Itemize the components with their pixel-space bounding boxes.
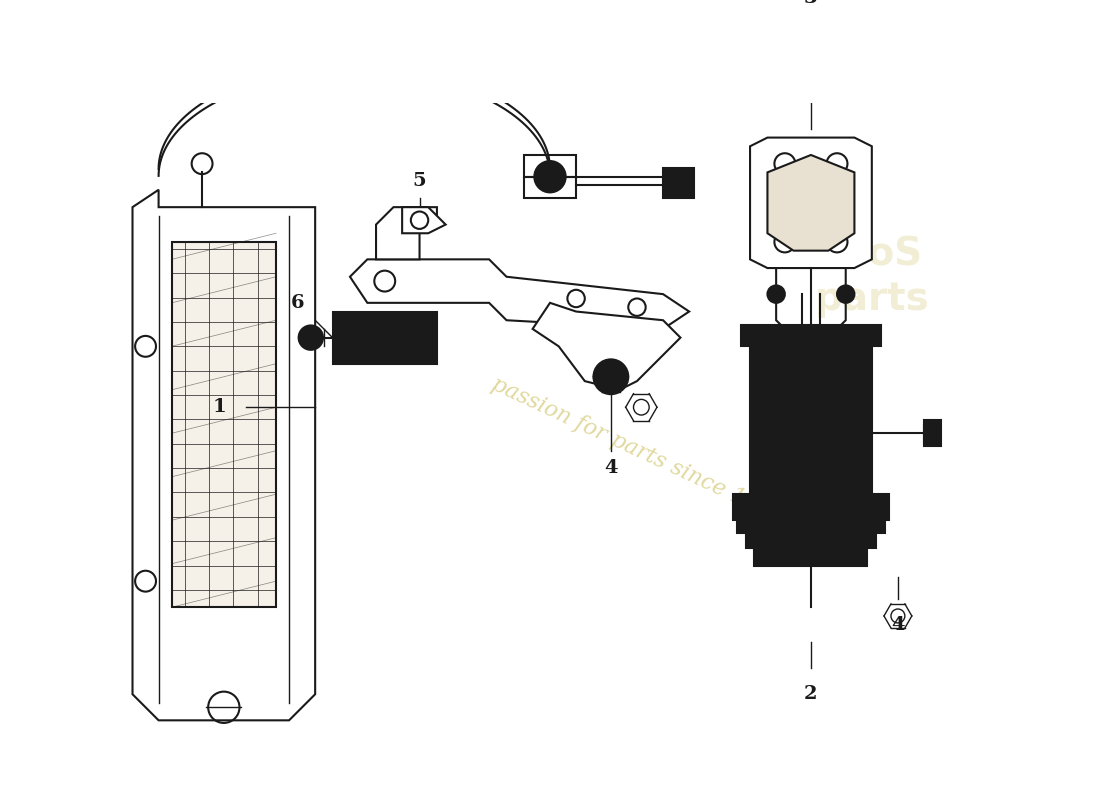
Circle shape xyxy=(837,286,855,303)
Text: 4: 4 xyxy=(891,616,904,634)
Circle shape xyxy=(298,326,323,350)
Polygon shape xyxy=(768,155,855,250)
Bar xyxy=(737,518,884,534)
Bar xyxy=(750,338,872,494)
Polygon shape xyxy=(350,259,690,329)
Bar xyxy=(924,420,942,446)
Bar xyxy=(524,155,576,177)
Text: 5: 5 xyxy=(412,172,427,190)
Polygon shape xyxy=(376,207,437,259)
Bar xyxy=(172,242,276,607)
Polygon shape xyxy=(403,207,446,234)
Circle shape xyxy=(535,161,565,192)
Text: 1: 1 xyxy=(212,398,227,416)
Text: passion for parts since 1985: passion for parts since 1985 xyxy=(487,374,786,528)
Text: 2: 2 xyxy=(804,686,817,703)
Bar xyxy=(524,177,576,198)
Circle shape xyxy=(768,286,784,303)
Bar xyxy=(746,530,877,548)
Text: 3: 3 xyxy=(804,0,817,7)
Text: 4: 4 xyxy=(604,459,617,477)
Bar xyxy=(741,325,880,346)
Text: ProS
parts: ProS parts xyxy=(814,236,930,318)
Text: 6: 6 xyxy=(292,294,305,312)
Circle shape xyxy=(594,359,628,394)
Bar xyxy=(332,311,437,364)
Polygon shape xyxy=(750,138,872,268)
Polygon shape xyxy=(532,303,681,390)
Bar xyxy=(663,168,693,198)
Bar xyxy=(733,494,889,520)
Bar xyxy=(755,546,868,566)
